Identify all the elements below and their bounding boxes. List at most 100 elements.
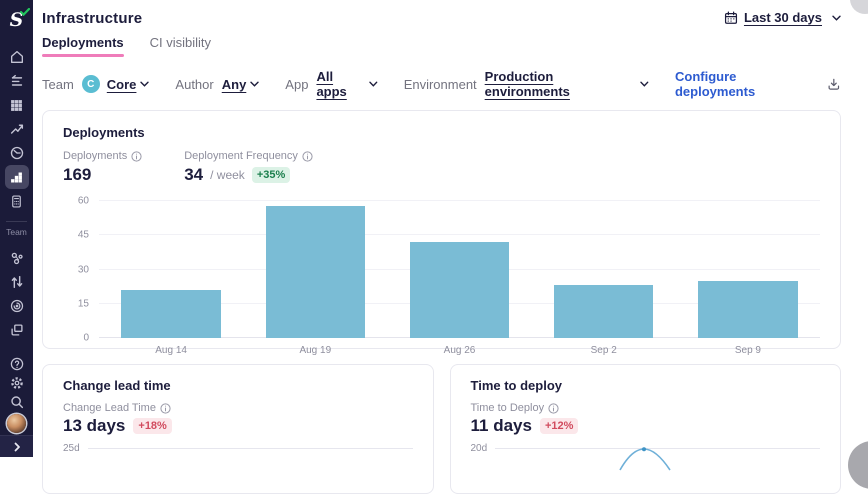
change-lead-time-badge: +18% [133,418,172,434]
metric-frequency: Deployment Frequency 34 / week +35% [184,150,313,185]
chart-bar[interactable] [121,290,221,338]
metric-deployments-label: Deployments [63,150,128,162]
sidebar-item-home[interactable] [5,45,29,69]
sidebar-item-teams[interactable] [5,246,29,270]
sidebar-team-section-label: Team [6,227,27,237]
team-avatar-chip: C [81,75,100,93]
sidebar-divider [6,221,27,222]
filter-environment-value[interactable]: Production environments [484,69,570,99]
sidebar-item-workspaces[interactable] [5,318,29,342]
configure-deployments-link[interactable]: Configure deployments [674,69,756,99]
sidebar-item-profile[interactable] [0,411,33,435]
sidebar-item-goals[interactable] [5,294,29,318]
tab-bar: Deployments CI visibility [42,35,841,57]
chart-gridline [99,200,820,201]
chevron-down-icon[interactable] [250,81,259,87]
filter-team: Team C Core [42,75,150,93]
filter-app: App All apps [285,69,378,99]
metric-frequency-label: Deployment Frequency [184,150,298,162]
chart-bar[interactable] [553,285,654,338]
sidebar-bottom [0,354,33,457]
filter-app-label: App [285,76,309,92]
flows-icon [11,74,22,86]
change-lead-time-axis: 25d [63,443,413,454]
chevron-down-icon[interactable] [640,81,649,87]
deployments-chart-bars [99,201,820,338]
change-lead-time-card: Change lead time Change Lead Time 13 day… [42,364,434,494]
filter-author-value[interactable]: Any [221,76,247,92]
chevron-down-icon [832,15,841,21]
gauge-icon [10,146,23,160]
date-range-picker[interactable]: Last 30 days [724,10,841,25]
search-icon [10,395,23,408]
chart-gridline [99,234,820,236]
sidebar-item-apps[interactable] [5,93,29,117]
sidebar-item-deployments[interactable] [4,165,29,189]
deploy-time-curve [618,447,671,471]
windows-stack-icon [10,324,23,336]
deployments-chart: 0 15 30 45 60 Aug 14 Aug 19 Aug 26 Sep 2 Sep 9 [63,196,820,356]
sidebar-item-search[interactable] [5,392,29,411]
date-range-label: Last 30 days [743,10,822,25]
chart-xtick-label: Sep 2 [590,345,617,356]
filter-team-label: Team [42,76,74,92]
chart-ytick-label: 60 [77,195,89,207]
tab-deployments[interactable]: Deployments [42,35,124,57]
deployments-chart-plot: 0 15 30 45 60 [78,196,820,344]
chevron-down-icon[interactable] [369,81,378,87]
sidebar-nav-top [4,45,29,213]
chart-bar-column [676,201,820,338]
chart-bar-column [387,201,531,338]
home-icon [10,51,23,63]
chart-bar[interactable] [409,242,510,338]
deployments-metrics: Deployments 169 Deployment Frequency 34 … [63,150,820,185]
bottom-cards-row: Change lead time Change Lead Time 13 day… [42,364,841,494]
sidebar-item-settings[interactable] [5,373,29,392]
bar-chart-icon [11,172,22,182]
filter-environment-label: Environment [403,76,477,92]
chart-bar-column [243,201,387,338]
change-lead-time-metric-label: Change Lead Time [63,402,156,414]
calendar-icon [724,10,737,24]
sidebar-item-flows[interactable] [5,69,29,93]
sidebar-item-insights[interactable] [5,117,29,141]
sidebar-item-calculator[interactable] [5,189,29,213]
chevron-down-icon[interactable] [140,81,150,87]
chart-bar[interactable] [698,280,798,338]
info-icon[interactable] [160,402,171,414]
goal-spiral-icon [10,299,23,313]
tab-ci-visibility[interactable]: CI visibility [149,35,212,50]
chart-bar[interactable] [265,205,366,338]
app-logo[interactable]: S [0,0,33,40]
filter-app-value[interactable]: All apps [316,69,347,99]
time-to-deploy-metric-label: Time to Deploy [470,402,545,414]
chart-bar-column [99,201,243,338]
info-icon[interactable] [548,402,559,414]
filter-environment: Environment Production environments [404,69,649,99]
time-to-deploy-card: Time to deploy Time to Deploy 11 days +1… [449,364,841,494]
user-avatar [7,413,26,433]
teams-icon [11,252,23,265]
change-lead-time-title: Change lead time [63,378,171,393]
time-to-deploy-value: 11 days [470,416,532,435]
sidebar-item-help[interactable] [5,354,29,373]
calculator-icon [12,195,21,207]
sidebar-expand-button[interactable] [0,435,33,457]
info-icon[interactable] [302,150,313,162]
sidebar-item-pull-requests[interactable] [5,270,29,294]
info-icon[interactable] [131,150,142,162]
filter-team-value[interactable]: Core [106,76,137,92]
main-content: Infrastructure Last 30 days Deployments … [33,0,868,494]
download-icon[interactable] [827,77,841,91]
trend-line-icon [10,124,23,134]
chart-ytick-label: 0 [83,332,89,344]
help-icon [10,357,23,370]
apps-grid-icon [11,99,22,111]
chart-ytick-label: 30 [77,264,89,275]
time-to-deploy-axis: 20d [471,443,820,471]
chart-xtick-label: Aug 26 [443,345,476,356]
sidebar-item-velocity[interactable] [5,141,29,165]
time-to-deploy-title: Time to deploy [470,378,563,393]
metric-frequency-badge: +35% [251,167,291,183]
filter-author-label: Author [175,76,214,92]
